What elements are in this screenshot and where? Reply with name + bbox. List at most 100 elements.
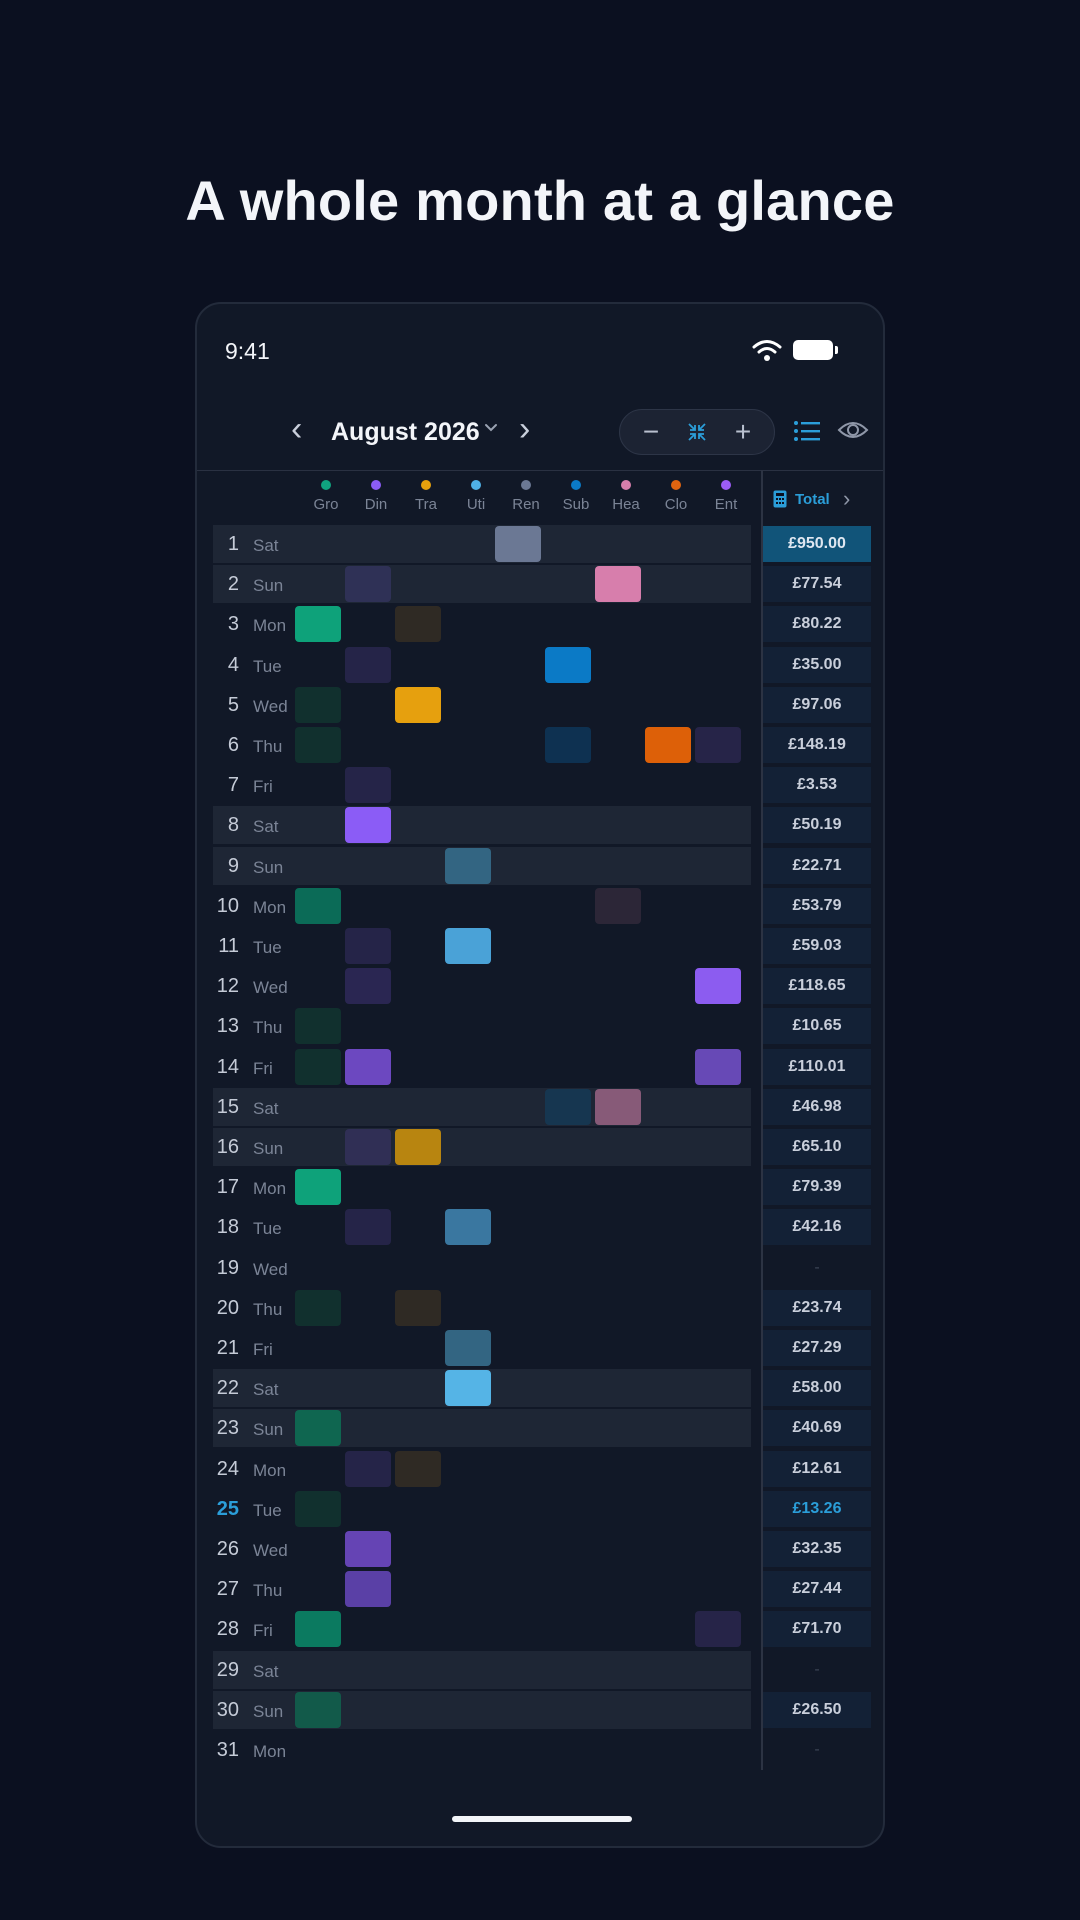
spend-cell-uti[interactable] [445, 928, 491, 964]
day-total[interactable]: £80.22 [763, 606, 871, 643]
spend-cell-din[interactable] [345, 1129, 391, 1165]
day-total[interactable]: £26.50 [763, 1691, 871, 1728]
spend-cell-gro[interactable] [295, 887, 341, 924]
day-total[interactable]: £53.79 [763, 887, 871, 924]
day-total[interactable]: £118.65 [763, 968, 871, 1005]
category-header-clo[interactable]: Clo [651, 480, 701, 513]
spend-cell-tra[interactable] [395, 686, 441, 723]
spend-cell-gro[interactable] [295, 1048, 341, 1085]
chevron-down-icon[interactable] [483, 420, 499, 436]
day-number[interactable]: 19 [216, 1256, 239, 1279]
day-total[interactable]: £13.26 [763, 1490, 871, 1527]
spend-cell-din[interactable] [345, 767, 391, 804]
spend-cell-din[interactable] [345, 1531, 391, 1567]
day-number[interactable]: 23 [216, 1417, 239, 1440]
day-number[interactable]: 15 [216, 1095, 239, 1118]
spend-cell-sub[interactable] [545, 727, 591, 763]
day-total[interactable]: £65.10 [763, 1129, 871, 1165]
day-total[interactable]: £42.16 [763, 1209, 871, 1246]
day-number[interactable]: 16 [216, 1136, 239, 1158]
day-total[interactable]: - [814, 1741, 820, 1758]
spend-cell-gro[interactable] [295, 1169, 341, 1206]
day-number[interactable]: 4 [227, 653, 239, 676]
day-number[interactable]: 11 [218, 935, 239, 957]
day-number[interactable]: 26 [216, 1538, 239, 1560]
spend-cell-ent[interactable] [695, 1611, 741, 1648]
day-number[interactable]: 5 [227, 693, 239, 716]
day-number[interactable]: 1 [227, 533, 239, 555]
day-total[interactable]: £59.03 [763, 928, 871, 964]
category-header-tra[interactable]: Tra [401, 480, 451, 513]
category-header-ent[interactable]: Ent [701, 480, 751, 513]
day-total[interactable]: £27.44 [763, 1571, 871, 1608]
spend-cell-din[interactable] [345, 928, 391, 964]
day-number[interactable]: 3 [227, 613, 239, 636]
day-number[interactable]: 7 [227, 774, 239, 797]
spend-cell-din[interactable] [345, 968, 391, 1005]
category-header-hea[interactable]: Hea [601, 480, 651, 513]
day-number[interactable]: 28 [216, 1618, 239, 1641]
spend-cell-sub[interactable] [545, 646, 591, 683]
spend-cell-din[interactable] [345, 1209, 391, 1246]
total-header[interactable]: Total › [773, 486, 863, 511]
day-number[interactable]: 12 [216, 975, 239, 998]
day-number[interactable]: 13 [216, 1015, 239, 1038]
spend-cell-ent[interactable] [695, 1048, 741, 1085]
day-number[interactable]: 2 [227, 573, 239, 596]
day-number[interactable]: 17 [216, 1176, 239, 1199]
spend-cell-hea[interactable] [595, 566, 641, 603]
category-header-din[interactable]: Din [351, 480, 401, 513]
spend-cell-tra[interactable] [395, 1129, 441, 1165]
day-number[interactable]: 31 [216, 1739, 239, 1761]
category-header-gro[interactable]: Gro [301, 480, 351, 513]
spend-cell-uti[interactable] [445, 847, 491, 884]
day-total[interactable]: £46.98 [763, 1088, 871, 1125]
day-total[interactable]: £40.69 [763, 1410, 871, 1447]
spend-cell-ent[interactable] [695, 727, 741, 763]
spend-cell-sub[interactable] [545, 1088, 591, 1125]
day-number[interactable]: 30 [216, 1698, 239, 1721]
day-total[interactable]: - [814, 1660, 820, 1678]
spend-cell-din[interactable] [345, 807, 391, 844]
spend-cell-gro[interactable] [295, 606, 341, 643]
day-total[interactable]: £10.65 [763, 1008, 871, 1045]
day-number[interactable]: 18 [216, 1216, 239, 1239]
day-number[interactable]: 22 [216, 1377, 239, 1400]
spend-cell-gro[interactable] [295, 727, 341, 763]
spend-cell-clo[interactable] [645, 727, 691, 763]
spend-cell-din[interactable] [345, 646, 391, 683]
spend-cell-gro[interactable] [295, 1289, 341, 1326]
day-number[interactable]: 9 [227, 854, 239, 877]
day-total[interactable]: £3.53 [763, 767, 871, 804]
category-header-sub[interactable]: Sub [551, 480, 601, 513]
list-view-icon[interactable] [793, 420, 821, 442]
spend-cell-uti[interactable] [445, 1370, 491, 1407]
next-month-button[interactable]: › [519, 410, 531, 448]
spend-cell-ren[interactable] [495, 526, 541, 562]
spend-cell-uti[interactable] [445, 1330, 491, 1366]
spend-cell-tra[interactable] [395, 606, 441, 643]
spend-cell-ent[interactable] [695, 968, 741, 1005]
day-total[interactable]: £27.29 [763, 1330, 871, 1366]
spend-cell-uti[interactable] [445, 1209, 491, 1246]
day-number[interactable]: 6 [227, 734, 239, 756]
zoom-in-button[interactable]: + [734, 416, 752, 447]
day-total[interactable]: £12.61 [763, 1450, 871, 1487]
day-total[interactable]: - [814, 1258, 820, 1276]
day-total[interactable]: £77.54 [763, 566, 871, 603]
day-total[interactable]: £110.01 [763, 1048, 871, 1085]
day-total[interactable]: £950.00 [763, 526, 871, 562]
spend-cell-din[interactable] [345, 1571, 391, 1608]
day-number[interactable]: 20 [216, 1296, 239, 1319]
day-number[interactable]: 29 [216, 1658, 239, 1681]
day-number[interactable]: 25 [216, 1497, 239, 1520]
spend-cell-gro[interactable] [295, 1410, 341, 1447]
day-total[interactable]: £71.70 [763, 1611, 871, 1648]
spend-cell-gro[interactable] [295, 1490, 341, 1527]
zoom-out-button[interactable]: − [642, 416, 660, 447]
day-total[interactable]: £23.74 [763, 1289, 871, 1326]
chevron-right-icon[interactable]: › [843, 486, 851, 511]
day-total[interactable]: £148.19 [763, 727, 871, 763]
prev-month-button[interactable]: ‹ [291, 410, 303, 448]
day-total[interactable]: £22.71 [763, 847, 871, 884]
